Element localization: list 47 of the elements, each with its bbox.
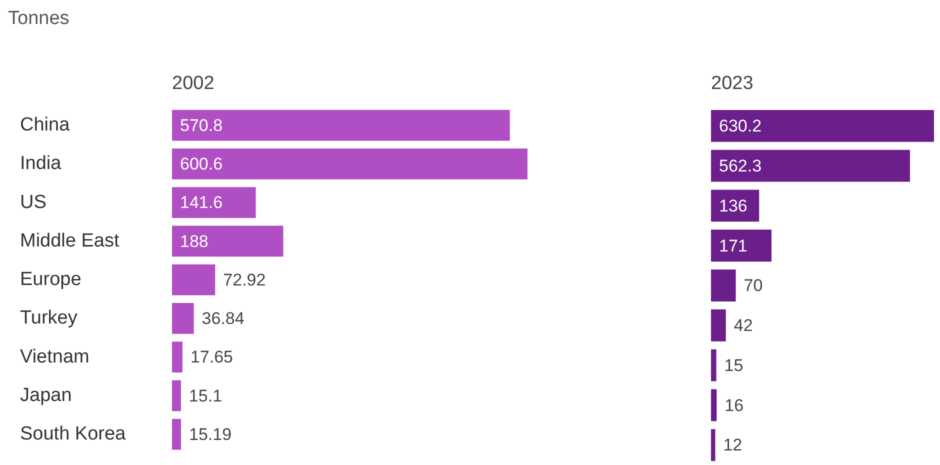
y-tick-label: US [20,192,46,213]
y-tick-label: Vietnam [20,346,90,368]
text: Tonnes [8,8,70,30]
data-label: 12 [723,436,742,455]
data-label: 15 [724,356,744,375]
data-label: 15.19 [188,424,232,444]
bar [711,349,716,382]
bar [172,342,182,372]
y-tick-label: Europe [20,269,82,290]
bar [711,309,726,342]
data-label: 70 [744,276,763,296]
y-tick-label: China [20,114,70,136]
bar [711,110,934,142]
y-tick-label: India [20,153,62,174]
y-tick-label: South Korea [20,424,126,445]
data-label: 36.84 [202,309,244,328]
data-label: 600.6 [180,154,223,174]
bar [172,187,256,218]
data-label: 562.3 [719,156,762,176]
data-label: 15.1 [188,386,222,406]
y-tick-label: Middle East [20,230,120,252]
data-label: 136 [719,196,748,216]
y-tick-label: Japan [20,384,72,406]
bar [172,148,528,180]
chart-title: 2002 [172,73,214,94]
data-label: 72.92 [223,270,266,290]
bar [711,270,736,302]
data-label: 171 [719,236,748,256]
bar [711,389,717,422]
chart-title: 2023 [711,73,754,94]
data-label: 42 [734,316,753,336]
bar [172,302,194,334]
data-label: 141.6 [180,193,223,212]
bar [711,230,772,262]
data-label: 570.8 [180,116,223,135]
bar [172,226,284,257]
data-label: 630.2 [719,116,762,136]
data-label: 188 [180,232,208,251]
bar [172,380,181,412]
bar [711,429,716,462]
bar [172,110,510,141]
bar [711,150,910,182]
y-tick-label: Turkey [20,308,78,329]
bar [172,264,216,296]
bar [172,418,181,450]
data-label: 16 [724,396,744,415]
data-label: 17.65 [190,348,233,367]
